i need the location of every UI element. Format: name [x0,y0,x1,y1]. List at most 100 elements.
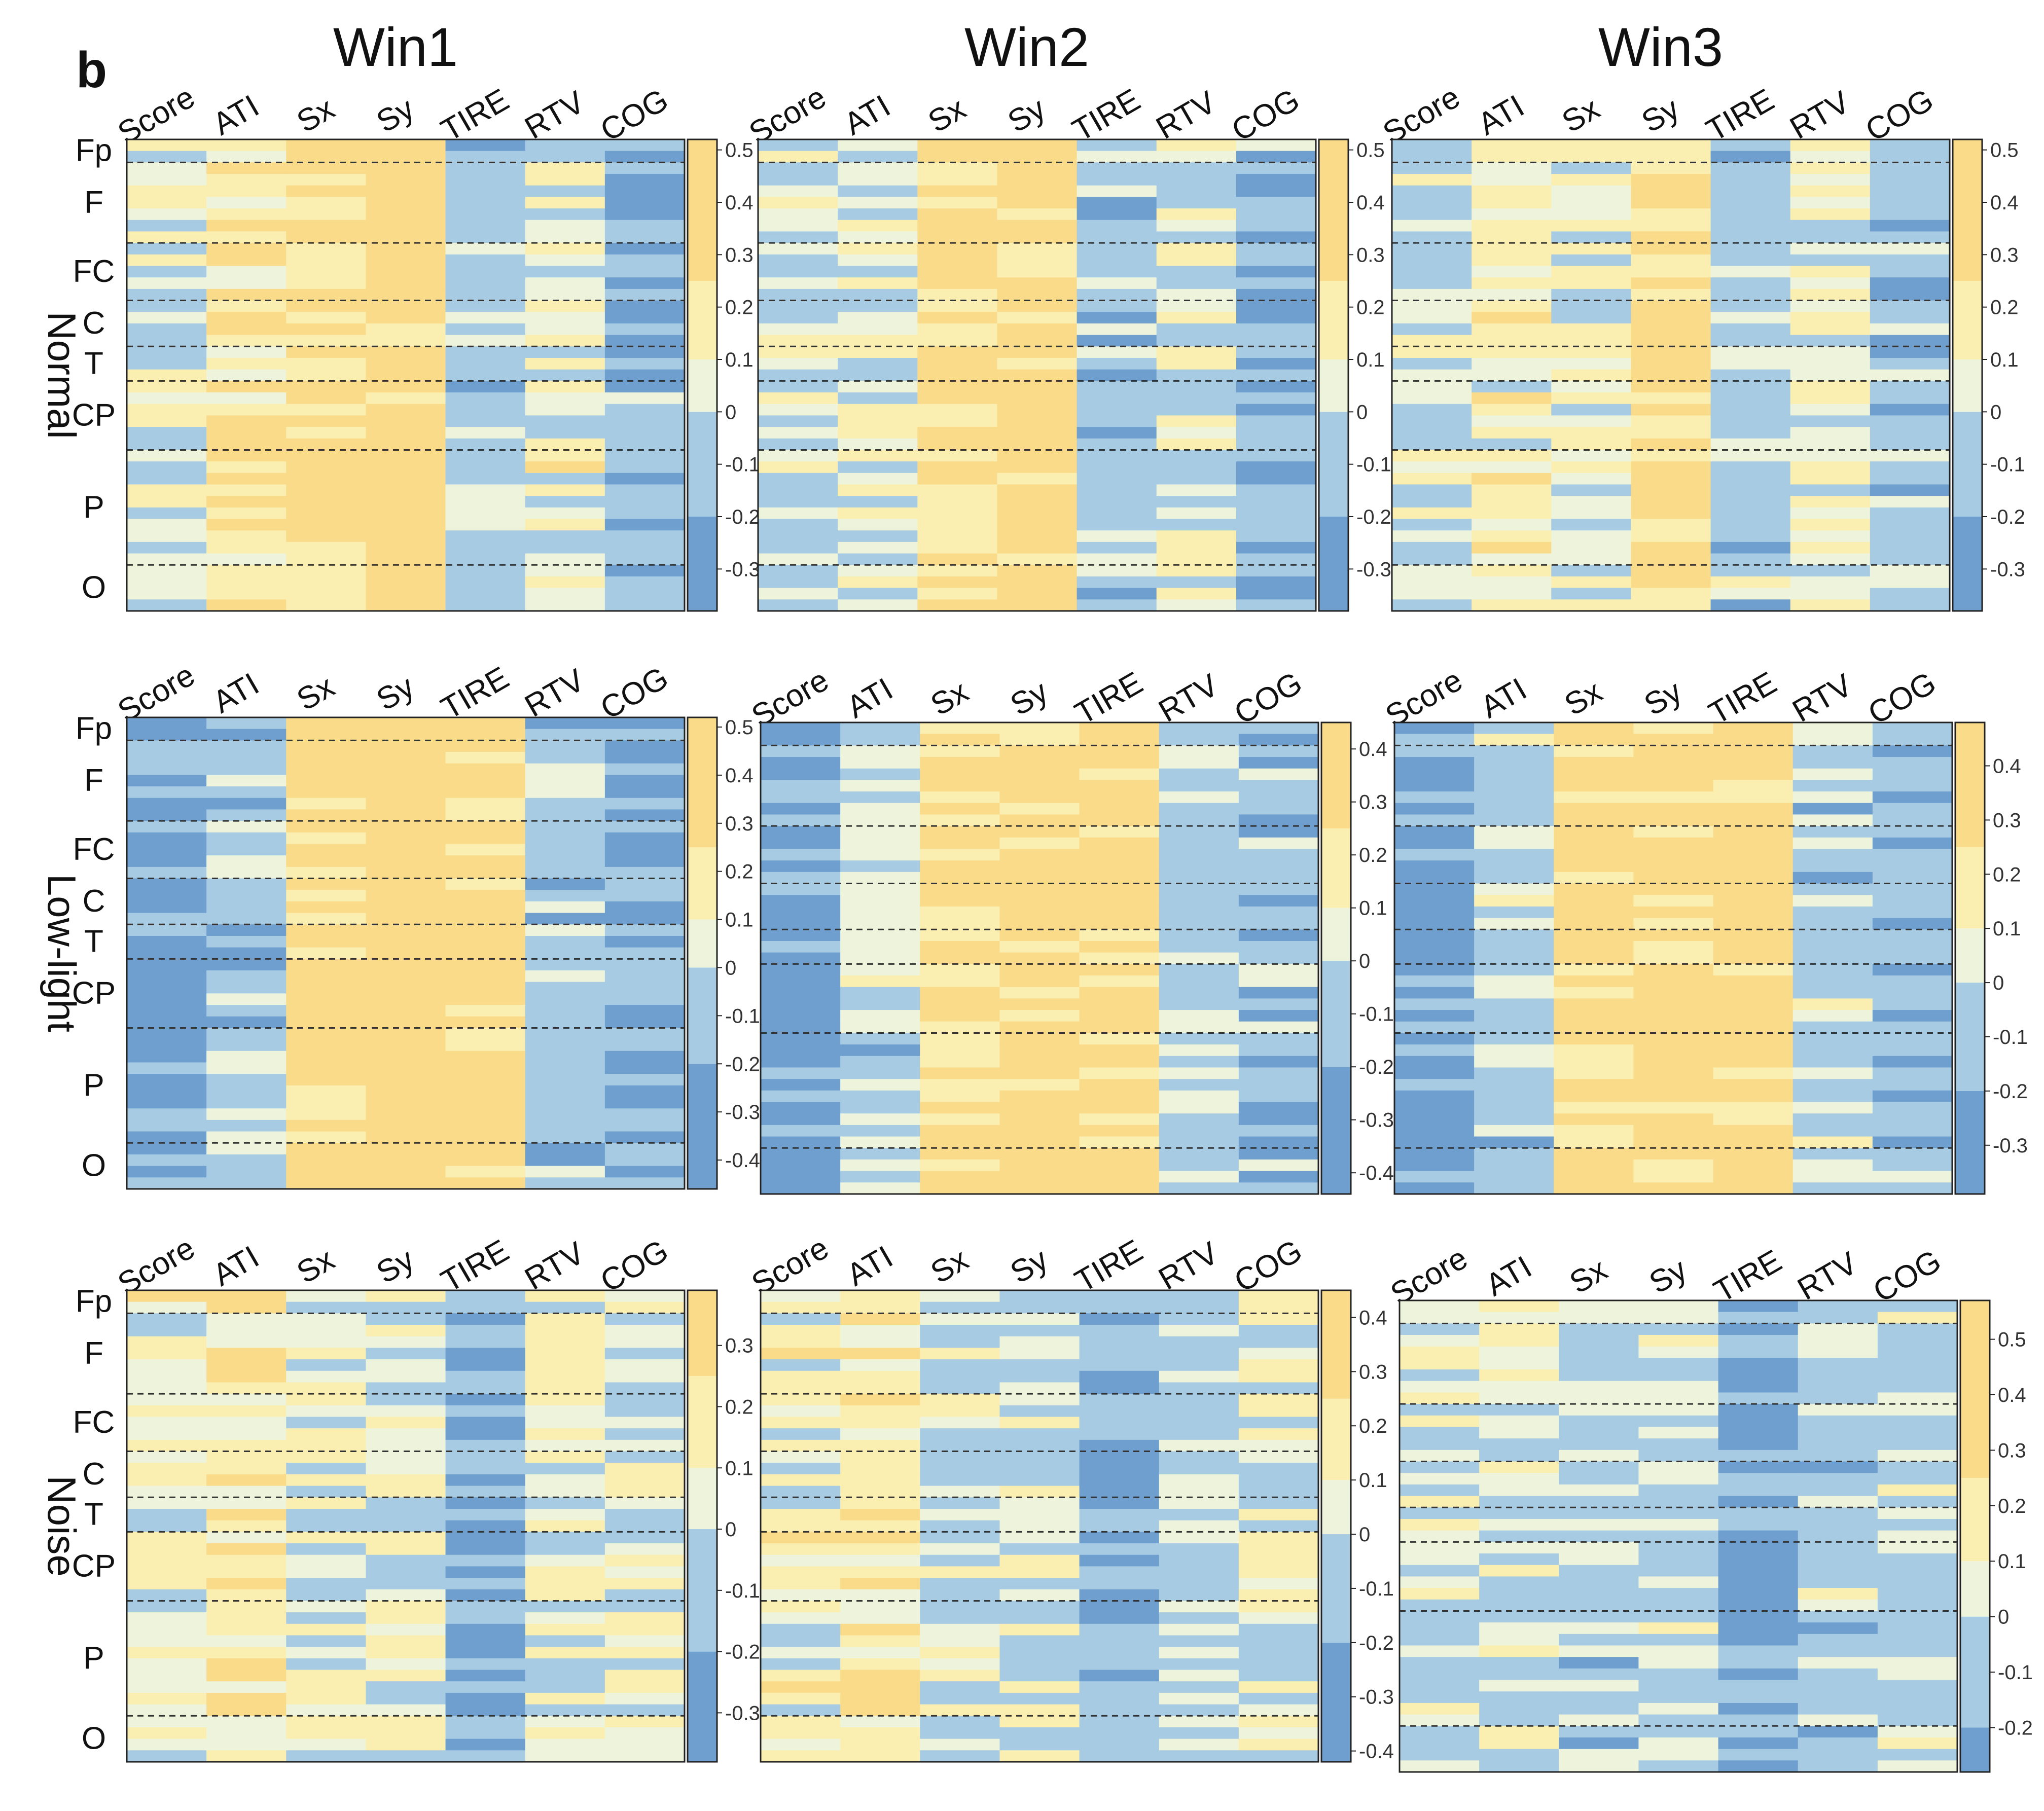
heatmap-cell [1638,1312,1719,1324]
heatmap-cell [286,1670,367,1682]
colorbar-tick-label: 0 [1993,972,2004,994]
heatmap-cell [1392,541,1472,554]
heatmap-cell [604,901,685,914]
heatmap-cell [525,484,605,496]
region-label-c: C [83,884,105,919]
heatmap-cell [127,174,207,186]
colorbar-tick-label: 0.3 [725,1335,754,1357]
heatmap-cell [525,208,605,221]
heatmap-cell [1710,346,1791,358]
heatmap-cell [127,139,207,152]
heatmap-cell [761,1612,841,1624]
heatmap-cell [761,1623,841,1636]
heatmap-cell [1798,1496,1878,1508]
heatmap-cell [758,404,838,416]
heatmap-cell [1551,473,1632,485]
heatmap-cell [1394,987,1475,999]
heatmap-cell [1710,208,1791,221]
heatmap-cell [1631,576,1711,589]
heatmap-cell [1474,1033,1554,1045]
heatmap-cell [1159,929,1239,941]
heatmap-cell [997,369,1078,381]
heatmap-cell [604,982,685,994]
heatmap-cell [1638,1691,1719,1704]
heatmap-cell [761,814,841,826]
colorbar-segment [688,412,717,517]
heatmap-cell [761,1159,841,1172]
heatmap-cell [206,866,286,879]
heatmap-cell [1238,1681,1319,1693]
heatmap-cell [127,1428,207,1440]
region-label-p: P [83,490,104,525]
colorbar-segment [1321,1067,1351,1194]
heatmap-cell [999,1033,1080,1045]
heatmap-cell [1472,288,1552,301]
heatmap-cell [840,1056,920,1068]
heatmap-cell [999,1589,1080,1602]
heatmap-cell [366,1085,446,1098]
heatmap-cell [840,1405,920,1418]
column-label-cog: COG [1226,82,1306,148]
heatmap-cell [999,826,1080,838]
heatmap-cell [525,1177,605,1189]
heatmap-cell [445,1738,526,1751]
heatmap-cell [1077,415,1157,427]
heatmap-cell [1554,837,1634,850]
heatmap-cell [286,404,367,416]
heatmap-cell [1159,1520,1239,1532]
heatmap-cell [1238,1359,1319,1371]
heatmap-cell [366,1439,446,1452]
heatmap-cell [286,1486,367,1498]
heatmap-frame [126,716,686,1190]
heatmap-cell [1077,438,1157,451]
heatmap-cell [1400,1461,1480,1473]
heatmap-cell [917,415,998,427]
heatmap-cell [127,266,207,278]
heatmap-cell [1870,404,1950,416]
column-label-cog: COG [595,1233,674,1299]
heatmap-cell [445,588,526,600]
heatmap-cell [1638,1358,1719,1370]
heatmap-cell [286,496,367,508]
heatmap-cell [286,1451,367,1463]
heatmap-cell [127,461,207,474]
heatmap-cell [1870,576,1950,589]
heatmap-cell [366,392,446,405]
heatmap-cell [1392,392,1472,405]
heatmap-cell [1394,803,1475,815]
heatmap-cell [286,1554,367,1567]
heatmap-cell [1400,1668,1480,1681]
heatmap-cell [127,775,207,787]
heatmap-cell [366,450,446,462]
column-label-cog: COG [1862,665,1942,731]
heatmap-cell [1394,918,1475,930]
heatmap-cell [1633,1044,1714,1057]
heatmap-cell [920,895,1000,907]
heatmap-cell [1638,1703,1719,1715]
heatmap-cell [525,935,605,948]
heatmap-cell [1877,1415,1958,1428]
heatmap-cell [1236,266,1316,278]
heatmap-cell [1079,1033,1160,1045]
heatmap-cell [1872,1125,1953,1137]
heatmap-cell [761,1508,841,1521]
heatmap-cell [1638,1450,1719,1462]
heatmap-cell [1394,1171,1475,1183]
heatmap-cell [1479,1323,1559,1335]
heatmap-cell [366,947,446,959]
heatmap-cell [1631,243,1711,255]
heatmap-cell [445,1143,526,1155]
column-label-sx: Sx [1559,674,1608,722]
heatmap-cell [1798,1369,1878,1382]
heatmap-cell [1638,1346,1719,1359]
heatmap-cell [604,844,685,856]
heatmap-cell [1474,1159,1554,1172]
column-label-ati: ATI [1475,671,1532,725]
heatmap-cell [1798,1680,1878,1692]
window-title-win2: Win2 [964,16,1089,78]
heatmap-cell [758,369,838,381]
heatmap-cell [1872,1148,1953,1160]
heatmap-cell [1079,1428,1160,1440]
heatmap-cell [1238,1439,1319,1452]
colorbar-tick-label: 0.2 [1359,1415,1387,1437]
